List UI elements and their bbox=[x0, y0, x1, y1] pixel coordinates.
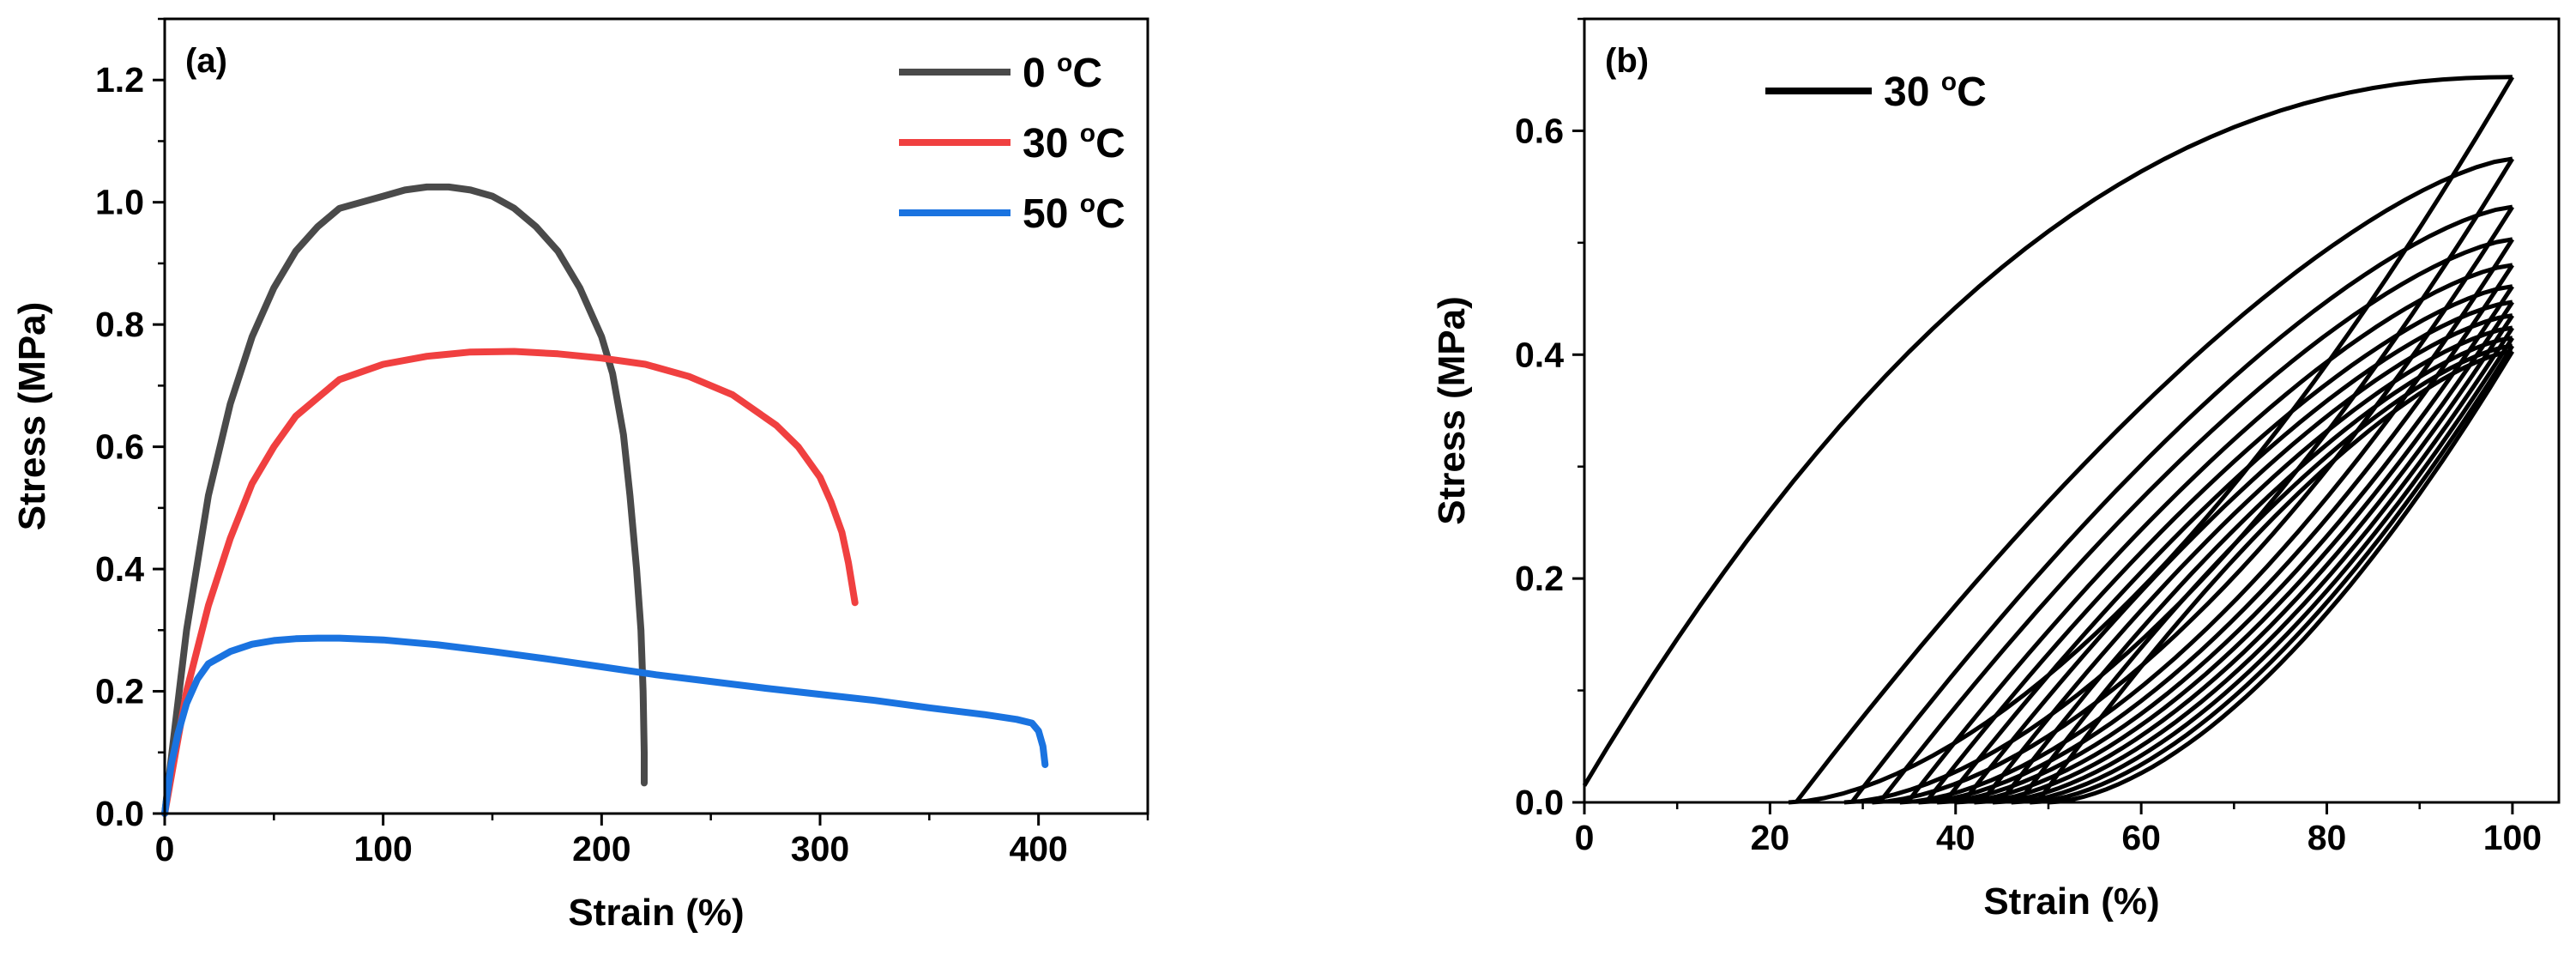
b-axes-frame bbox=[1583, 17, 2561, 804]
a-legend-label: 0 oC bbox=[1023, 49, 1102, 96]
b-y-tick-label: 0.4 bbox=[1515, 335, 1564, 374]
b-unloading-curve bbox=[1936, 285, 2514, 805]
a-curves bbox=[161, 183, 1049, 817]
a-ticks: 0 100 200 300 400 0.0 0.2 0.4 0.6 0.8 1.0 1.2 bbox=[95, 17, 1149, 868]
b-unloading-curve bbox=[2030, 344, 2515, 805]
b-ticks: 0 20 40 60 80 100 0.0 0.2 0.4 0.6 bbox=[1515, 17, 2542, 857]
a-legend-label: 50 oC bbox=[1023, 190, 1125, 237]
a-axes-frame bbox=[163, 17, 1149, 815]
b-x-axis-title: Strain (%) bbox=[1983, 880, 2159, 923]
b-reloading-curve bbox=[1942, 299, 2513, 804]
a-legend-item: 0 oC bbox=[899, 49, 1102, 96]
a-x-tick-label: 0 bbox=[155, 829, 175, 868]
a-legend-label: 30 oC bbox=[1023, 119, 1125, 166]
b-unloading-curve bbox=[1843, 157, 2515, 805]
a-y-tick-label: 0.8 bbox=[95, 305, 144, 344]
a-y-tick-label: 1.2 bbox=[95, 60, 144, 100]
b-unloading-curve bbox=[2048, 350, 2515, 805]
b-legend-item: 30 oC bbox=[1765, 68, 1987, 115]
a-legend-item: 30 oC bbox=[899, 119, 1125, 166]
b-reloading-curve bbox=[1794, 156, 2513, 804]
a-x-tick-label: 300 bbox=[791, 829, 849, 868]
b-y-tick-label: 0.6 bbox=[1515, 111, 1564, 150]
a-y-axis-title: Stress (MPa) bbox=[11, 302, 53, 531]
b-reloading-curve bbox=[2017, 343, 2513, 804]
b-reloading-curve bbox=[1998, 336, 2513, 804]
b-reloading-curve bbox=[1849, 204, 2513, 804]
a-x-tick-label: 200 bbox=[572, 829, 630, 868]
b-reloading-curve bbox=[2035, 348, 2513, 804]
b-x-tick-label: 80 bbox=[2308, 818, 2347, 857]
b-curves bbox=[1582, 75, 2515, 805]
b-y-tick-label: 0.0 bbox=[1515, 783, 1564, 822]
a-y-tick-label: 0.0 bbox=[95, 794, 144, 833]
b-legend-label: 30 oC bbox=[1884, 68, 1987, 115]
b-first-loading-curve bbox=[1582, 75, 2513, 787]
a-legend-item: 50 oC bbox=[899, 190, 1125, 237]
b-reloading-curve bbox=[1878, 237, 2513, 804]
b-reloading-curve bbox=[1961, 313, 2513, 804]
a-y-tick-label: 0.6 bbox=[95, 427, 144, 467]
a-legend: 0 oC 30 oC 50 oC bbox=[899, 49, 1125, 237]
b-unloading-curve bbox=[1974, 314, 2514, 805]
b-unloading-curve bbox=[2011, 336, 2515, 805]
a-y-tick-label: 0.4 bbox=[95, 549, 144, 589]
b-x-tick-label: 20 bbox=[1751, 818, 1790, 857]
a-series-line bbox=[161, 634, 1049, 817]
b-unloading-curve bbox=[1955, 300, 2514, 805]
a-x-axis-title: Strain (%) bbox=[568, 892, 744, 934]
b-reloading-curve bbox=[1905, 263, 2513, 804]
b-legend: 30 oC bbox=[1765, 68, 1987, 115]
b-x-tick-label: 100 bbox=[2483, 818, 2542, 857]
a-panel-label: (a) bbox=[185, 42, 227, 80]
a-series-line bbox=[161, 348, 859, 817]
panel-a: 0 100 200 300 400 0.0 0.2 0.4 0.6 0.8 1.0 1.2 (a) S… bbox=[11, 17, 1149, 934]
b-x-tick-label: 40 bbox=[1936, 818, 1976, 857]
b-unloading-curve bbox=[1872, 205, 2515, 805]
b-unloading-curve bbox=[1992, 326, 2514, 805]
b-y-tick-label: 0.2 bbox=[1515, 559, 1564, 598]
b-reloading-curve bbox=[1980, 325, 2513, 804]
b-x-tick-label: 60 bbox=[2121, 818, 2161, 857]
b-panel-label: (b) bbox=[1605, 42, 1649, 80]
b-x-tick-label: 0 bbox=[1575, 818, 1595, 857]
a-x-tick-label: 100 bbox=[353, 829, 412, 868]
a-x-tick-label: 400 bbox=[1009, 829, 1067, 868]
a-y-tick-label: 1.0 bbox=[95, 183, 144, 222]
a-y-tick-label: 0.2 bbox=[95, 672, 144, 711]
a-series-line bbox=[161, 183, 648, 817]
b-y-axis-title: Stress (MPa) bbox=[1431, 296, 1473, 525]
b-reloading-curve bbox=[1924, 284, 2513, 804]
